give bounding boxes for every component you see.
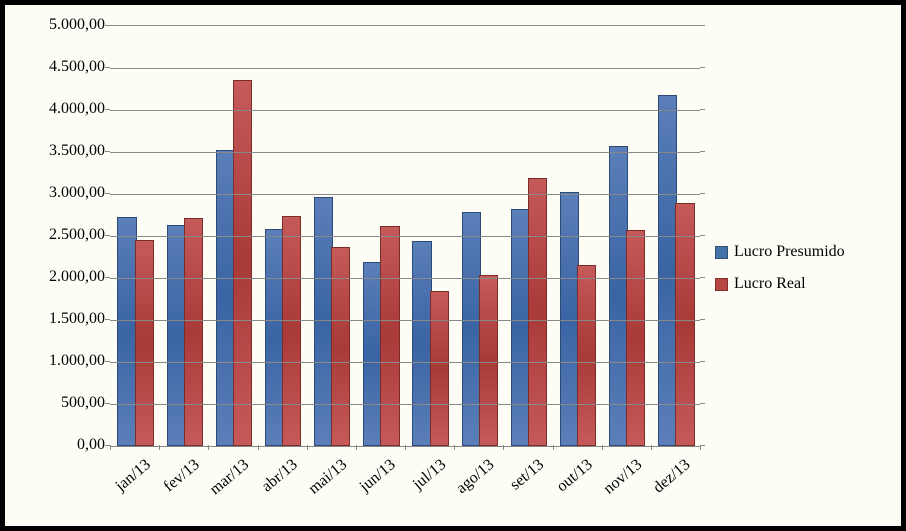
x-tick-label: nov/13: [601, 456, 647, 498]
y-tick-mark: [700, 25, 705, 26]
y-tick-label: 4.000,00: [5, 100, 105, 118]
bar: [135, 240, 154, 446]
legend: Lucro Presumido Lucro Real: [715, 243, 845, 307]
x-tick-label: jul/13: [409, 456, 449, 494]
y-tick-label: 1.500,00: [5, 310, 105, 328]
x-tick-mark: [700, 445, 701, 450]
y-tick-label: 3.500,00: [5, 142, 105, 160]
y-tick-mark: [700, 361, 705, 362]
gridline: [110, 68, 700, 69]
bar: [331, 247, 350, 446]
y-tick-mark: [700, 151, 705, 152]
y-tick-mark: [700, 235, 705, 236]
gridline: [110, 194, 700, 195]
legend-item-lucro-real: Lucro Real: [715, 275, 845, 293]
y-tick-label: 0,00: [5, 436, 105, 454]
bar: [626, 230, 645, 446]
y-tick-mark: [105, 319, 110, 320]
x-tick-label: mar/13: [207, 456, 253, 499]
gridline: [110, 320, 700, 321]
y-tick-label: 4.500,00: [5, 58, 105, 76]
bar: [479, 275, 498, 446]
gridline: [110, 362, 700, 363]
bar: [675, 203, 694, 446]
bar: [282, 216, 301, 446]
y-tick-mark: [700, 109, 705, 110]
x-tick-label: mai/13: [306, 456, 352, 498]
bar: [528, 178, 547, 446]
bar: [184, 218, 203, 446]
y-tick-mark: [105, 361, 110, 362]
x-tick-label: ago/13: [453, 456, 498, 498]
chart-frame: 0,00 500,00 1.000,00 1.500,00 2.000,00 2.500,…: [0, 0, 906, 531]
legend-item-lucro-presumido: Lucro Presumido: [715, 243, 845, 261]
y-tick-mark: [105, 67, 110, 68]
y-tick-mark: [700, 193, 705, 194]
legend-swatch-icon: [715, 278, 728, 291]
y-tick-mark: [700, 67, 705, 68]
x-tick-label: dez/13: [650, 456, 694, 497]
bar: [380, 226, 399, 446]
plot-area: [110, 25, 700, 447]
x-tick-label: abr/13: [259, 456, 302, 496]
y-tick-mark: [700, 277, 705, 278]
y-tick-mark: [105, 193, 110, 194]
x-tick-label: out/13: [554, 456, 597, 496]
legend-label: Lucro Real: [734, 275, 806, 293]
x-tick-label: jan/13: [112, 456, 154, 496]
bar: [577, 265, 596, 446]
x-tick-label: set/13: [507, 456, 548, 494]
y-tick-label: 1.000,00: [5, 352, 105, 370]
y-tick-label: 3.000,00: [5, 184, 105, 202]
gridline: [110, 152, 700, 153]
legend-label: Lucro Presumido: [734, 243, 845, 261]
y-tick-label: 2.500,00: [5, 226, 105, 244]
gridline: [110, 110, 700, 111]
y-tick-label: 2.000,00: [5, 268, 105, 286]
y-tick-mark: [105, 277, 110, 278]
y-tick-label: 5.000,00: [5, 16, 105, 34]
y-tick-mark: [105, 235, 110, 236]
bar: [233, 80, 252, 446]
y-tick-mark: [105, 151, 110, 152]
y-tick-mark: [105, 25, 110, 26]
y-tick-mark: [700, 319, 705, 320]
gridline: [110, 236, 700, 237]
x-tick-label: fev/13: [160, 456, 203, 496]
y-tick-mark: [105, 403, 110, 404]
gridline: [110, 278, 700, 279]
y-tick-label: 500,00: [5, 394, 105, 412]
gridline: [110, 404, 700, 405]
y-tick-mark: [105, 109, 110, 110]
y-tick-mark: [700, 403, 705, 404]
bar: [430, 291, 449, 446]
legend-swatch-icon: [715, 246, 728, 259]
x-tick-label: jun/13: [357, 456, 400, 496]
x-axis-labels: jan/13fev/13mar/13abr/13mai/13jun/13jul/…: [110, 450, 700, 520]
